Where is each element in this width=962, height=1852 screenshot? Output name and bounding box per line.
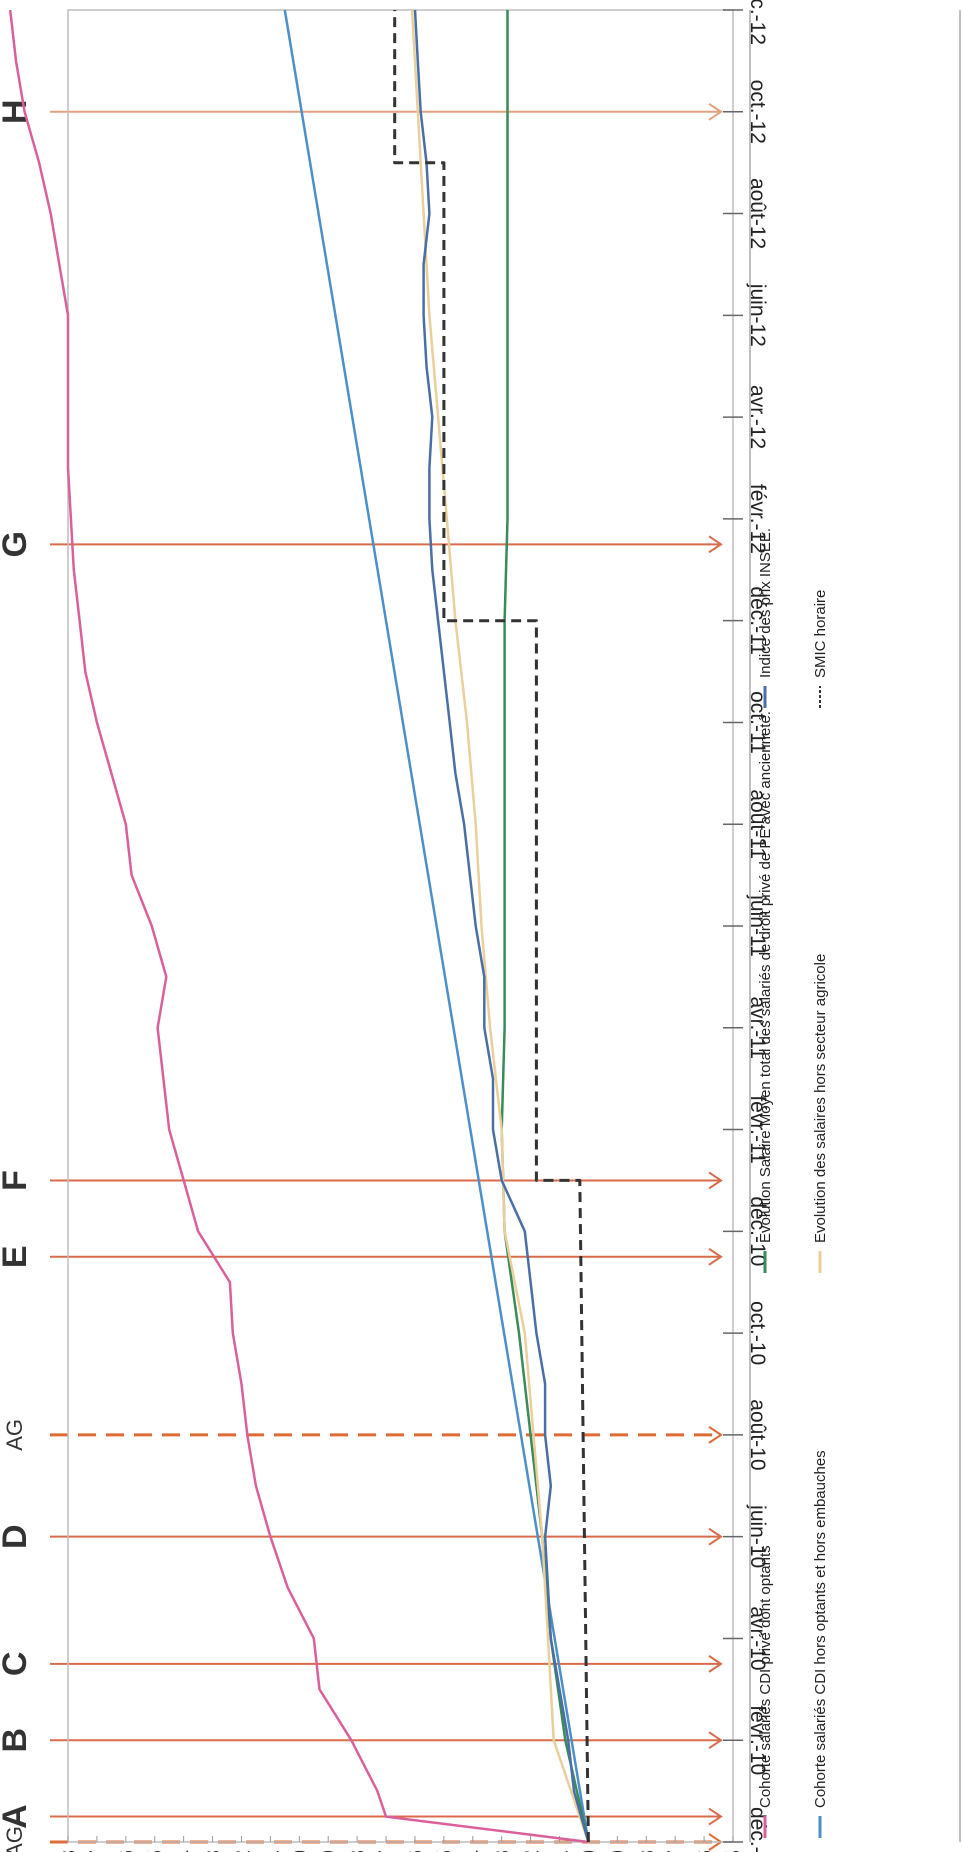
marker-label-9: H: [0, 99, 34, 124]
x-tick-label-9: juin-11: [746, 894, 769, 956]
y-tick-label-109: 109: [316, 1850, 341, 1852]
x-tick-label-2: avr.-10: [746, 1606, 769, 1670]
marker-label-2: B: [0, 1728, 34, 1753]
marker-label-5: AG: [2, 1419, 27, 1451]
y-tick-label-102: 102: [519, 1850, 544, 1852]
x-tick-label-5: oct.-10: [746, 1301, 769, 1365]
marker-arrow-9: [708, 102, 723, 121]
y-tick-label-104: 104: [461, 1850, 486, 1852]
y-tick-label-115: 115: [143, 1850, 168, 1852]
y-tick-label-106: 106: [403, 1850, 428, 1852]
x-tick-label-14: avr.-12: [746, 385, 769, 449]
x-tick-label-10: août-11: [746, 789, 769, 859]
marker-label-3: C: [0, 1652, 34, 1677]
x-tick-label-15: juin-12: [746, 283, 769, 347]
marker-arrow-8: [708, 535, 723, 554]
y-tick-label-100: 100: [576, 1850, 601, 1852]
marker-label-6: E: [0, 1245, 34, 1268]
legend-label-0: Cohorte salariés CDI privé dont optants: [757, 1545, 774, 1808]
series-line-1: [283, 9, 590, 1843]
y-tick-label-98: 98: [634, 1850, 659, 1852]
marker-label-7: F: [0, 1170, 34, 1191]
legend-label-3: Evolution des salaires hors secteur agri…: [812, 954, 829, 1243]
marker-label-8: G: [0, 531, 34, 557]
marker-arrow-2: [708, 1731, 723, 1750]
y-tick-label-99: 99: [605, 1850, 630, 1852]
x-tick-label-16: août-12: [746, 178, 769, 249]
y-tick-label-108: 108: [345, 1850, 370, 1852]
marker-arrow-4: [708, 1527, 723, 1546]
x-tick-label-8: avr.-11: [746, 996, 769, 1059]
y-tick-label-113: 113: [201, 1850, 226, 1852]
marker-arrow-3: [708, 1655, 723, 1673]
legend-label-1: Cohorte salariés CDI hors optants et hor…: [812, 1450, 829, 1808]
series-line-4: [413, 9, 590, 1843]
y-tick-label-111: 111: [258, 1850, 283, 1852]
y-tick-label-103: 103: [490, 1850, 515, 1852]
series-lines: [8, 9, 590, 1844]
series-line-3: [410, 9, 590, 1843]
y-tick-label-116: 116: [114, 1850, 139, 1852]
legend: Cohorte salariés CDI privé dont optants C…: [749, 10, 961, 1842]
x-tick-label-11: oct.-11: [746, 691, 769, 754]
marker-arrow-5: [708, 1426, 723, 1444]
marker-arrow-6: [708, 1247, 723, 1266]
y-tick-label-110: 110: [287, 1850, 312, 1852]
plot-area: [67, 9, 734, 1843]
marker-arrow-1: [708, 1807, 723, 1826]
x-tick-label-0: déc.-09: [746, 1807, 769, 1852]
y-tick-label-107: 107: [374, 1850, 399, 1852]
y-tick-label-95: 95: [721, 1850, 746, 1852]
x-tick-label-17: oct.-12: [746, 80, 769, 144]
x-tick-label-7: févr.-11: [746, 1095, 769, 1163]
series-line-5: [393, 10, 590, 1843]
legend-label-2: Evolution Salaire Moyen total des salari…: [757, 711, 774, 1243]
marker-label-0: AG: [2, 1826, 27, 1852]
y-tick-label-97: 97: [663, 1850, 688, 1852]
x-tick-label-6: déc.-10: [746, 1196, 769, 1266]
x-tick-label-12: déc.-11: [746, 586, 769, 655]
series-line-0: [8, 9, 589, 1844]
marker-arrow-7: [708, 1171, 723, 1190]
x-tick-label-18: déc.-12: [746, 0, 769, 45]
legend-label-4: Indice des prix INSEE.: [757, 528, 774, 678]
y-tick-label-101: 101: [548, 1850, 573, 1852]
y-tick-label-118: 118: [56, 1850, 81, 1852]
y-tick-label-112: 112: [229, 1850, 254, 1852]
y-tick-label-114: 114: [172, 1850, 197, 1852]
x-tick-label-13: févr.-12: [746, 484, 769, 554]
marker-label-1: A: [0, 1804, 34, 1829]
y-tick-label-105: 105: [432, 1850, 457, 1852]
x-tick-label-1: févr.-10: [746, 1705, 769, 1775]
marker-label-4: D: [0, 1524, 34, 1549]
y-tick-label-96: 96: [692, 1850, 717, 1852]
y-tick-label-117: 117: [85, 1850, 110, 1852]
event-markers: AGABCDAGEFGH: [0, 99, 723, 1852]
axes: 95 96 97 98 99 100101 102 103 104 105 106 107 108 109…: [56, 0, 769, 1852]
legend-label-5: SMIC horaire: [812, 590, 829, 678]
x-tick-label-3: juin-10: [746, 1504, 769, 1568]
x-tick-label-4: août-10: [746, 1399, 769, 1470]
